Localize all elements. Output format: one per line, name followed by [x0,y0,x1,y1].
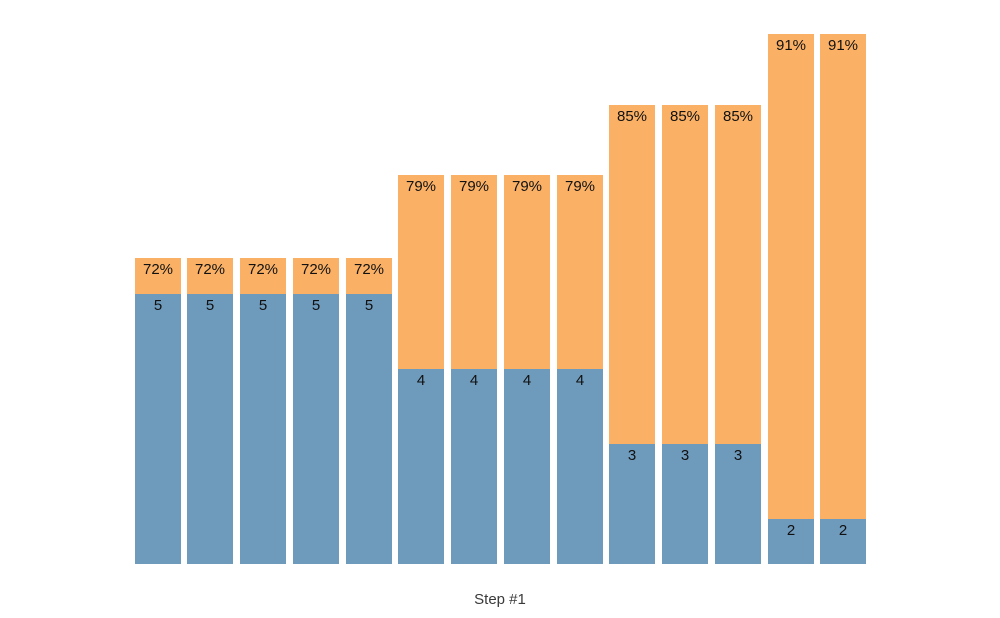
bar-segment-percent: 72% [346,258,392,294]
bar-segment-percent: 85% [715,105,761,444]
bar-segment-percent: 72% [293,258,339,294]
bar-segment-percent: 79% [451,175,497,369]
bar-group: 91% 2 [820,34,866,564]
count-label: 5 [258,297,268,314]
bar-segment-count: 5 [240,294,286,564]
bar-segment-percent: 79% [504,175,550,369]
bar-group: 85% 3 [609,105,655,564]
bar-segment-percent: 91% [768,34,814,519]
percent-label: 72% [300,261,332,278]
percent-label: 85% [722,108,754,125]
percent-label: 79% [511,178,543,195]
bar-segment-count: 5 [293,294,339,564]
bar-segment-count: 5 [135,294,181,564]
percent-label: 72% [194,261,226,278]
count-label: 4 [522,372,532,389]
percent-label: 72% [353,261,385,278]
count-label: 3 [733,447,743,464]
bar-group: 72% 5 [346,258,392,564]
count-label: 5 [205,297,215,314]
bar-segment-percent: 79% [557,175,603,369]
bar-segment-count: 3 [715,444,761,564]
count-label: 3 [680,447,690,464]
bar-segment-percent: 72% [135,258,181,294]
bar-segment-percent: 79% [398,175,444,369]
percent-label: 85% [669,108,701,125]
x-axis-label: Step #1 [474,591,526,608]
bar-segment-percent: 85% [609,105,655,444]
bar-group: 79% 4 [557,175,603,564]
bar-group: 79% 4 [451,175,497,564]
percent-label: 91% [827,37,859,54]
percent-label: 79% [564,178,596,195]
bar-segment-count: 4 [451,369,497,564]
count-label: 3 [627,447,637,464]
bar-segment-count: 2 [820,519,866,564]
bar-group: 79% 4 [398,175,444,564]
bar-group: 72% 5 [293,258,339,564]
bar-segment-count: 5 [346,294,392,564]
count-label: 5 [364,297,374,314]
bar-segment-count: 4 [398,369,444,564]
bar-group: 72% 5 [240,258,286,564]
bar-group: 85% 3 [715,105,761,564]
bar-segment-percent: 85% [662,105,708,444]
bar-group: 72% 5 [135,258,181,564]
bar-group: 91% 2 [768,34,814,564]
bar-segment-percent: 91% [820,34,866,519]
percent-label: 72% [247,261,279,278]
count-label: 5 [311,297,321,314]
percent-label: 79% [458,178,490,195]
bar-segment-percent: 72% [240,258,286,294]
bar-segment-count: 4 [504,369,550,564]
bar-segment-percent: 72% [187,258,233,294]
count-label: 2 [838,522,848,539]
count-label: 5 [153,297,163,314]
bar-segment-count: 5 [187,294,233,564]
bar-segment-count: 3 [662,444,708,564]
percent-label: 85% [616,108,648,125]
count-label: 4 [416,372,426,389]
count-label: 4 [575,372,585,389]
bar-group: 72% 5 [187,258,233,564]
percent-label: 79% [405,178,437,195]
count-label: 4 [469,372,479,389]
bar-group: 85% 3 [662,105,708,564]
bar-segment-count: 4 [557,369,603,564]
count-label: 2 [786,522,796,539]
percent-label: 91% [775,37,807,54]
percent-label: 72% [142,261,174,278]
bar-segment-count: 2 [768,519,814,564]
bar-group: 79% 4 [504,175,550,564]
bar-segment-count: 3 [609,444,655,564]
